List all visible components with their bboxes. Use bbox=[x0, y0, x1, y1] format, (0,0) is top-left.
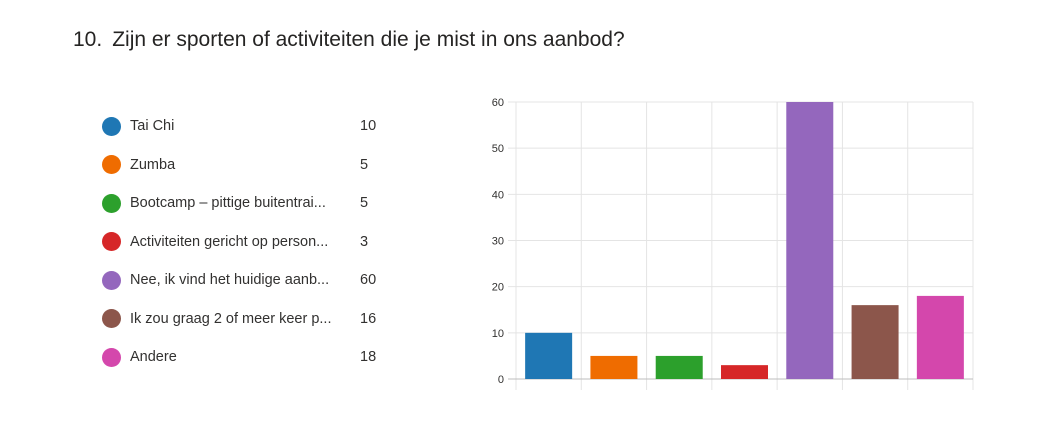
legend-dot bbox=[102, 193, 121, 213]
question-number: 10. bbox=[73, 28, 103, 51]
bar-chart: 0 10 20 30 40 50 60 bbox=[492, 97, 974, 390]
question-text: Zijn er sporten of activiteiten die je m… bbox=[112, 28, 625, 51]
bar bbox=[916, 295, 964, 379]
legend-label: Nee, ik vind het huidige aanb... bbox=[130, 272, 330, 289]
bar bbox=[721, 365, 768, 379]
legend-item[interactable]: Zumba 5 bbox=[102, 146, 392, 185]
legend-item[interactable]: Andere 18 bbox=[102, 338, 392, 377]
legend-item[interactable]: Tai Chi 10 bbox=[102, 107, 392, 146]
chart-legend: Tai Chi 10 Zumba 5 Bootcamp – pittige buiten… bbox=[102, 107, 392, 377]
y-tick-label: 60 bbox=[492, 97, 504, 109]
legend-count: 5 bbox=[360, 156, 369, 173]
legend-label: Bootcamp – pittige buitentrai... bbox=[130, 195, 326, 212]
y-tick-label: 0 bbox=[498, 374, 504, 386]
legend-dot bbox=[102, 347, 121, 367]
bar bbox=[655, 355, 703, 379]
legend-count: 60 bbox=[360, 272, 377, 289]
legend-label: Andere bbox=[130, 349, 177, 366]
y-tick-label: 10 bbox=[492, 328, 504, 340]
legend-item[interactable]: Ik zou graag 2 of meer keer p... 16 bbox=[102, 300, 392, 339]
legend-label: Activiteiten gericht op person... bbox=[130, 233, 329, 250]
legend-count: 5 bbox=[360, 195, 369, 212]
question-title: 10. Zijn er sporten of activiteiten die j… bbox=[73, 28, 625, 52]
legend-count: 3 bbox=[360, 233, 369, 250]
legend-count: 16 bbox=[360, 310, 377, 327]
legend-item[interactable]: Bootcamp – pittige buitentrai... 5 bbox=[102, 184, 392, 223]
legend-label: Tai Chi bbox=[130, 118, 175, 135]
y-tick-label: 50 bbox=[492, 143, 504, 155]
bar bbox=[851, 305, 899, 379]
legend-dot bbox=[102, 155, 121, 175]
legend-count: 18 bbox=[360, 349, 377, 366]
bar bbox=[525, 332, 573, 379]
legend-dot bbox=[102, 309, 121, 329]
y-tick-label: 40 bbox=[492, 189, 504, 201]
legend-label: Zumba bbox=[130, 156, 176, 173]
bar bbox=[590, 355, 638, 379]
legend-dot bbox=[102, 232, 121, 252]
legend-dot bbox=[102, 270, 121, 290]
y-tick-label: 20 bbox=[492, 282, 504, 294]
legend-count: 10 bbox=[360, 118, 377, 135]
legend-item[interactable]: Nee, ik vind het huidige aanb... 60 bbox=[102, 261, 392, 300]
y-tick-label: 30 bbox=[492, 236, 504, 248]
legend-label: Ik zou graag 2 of meer keer p... bbox=[130, 310, 332, 327]
bar bbox=[786, 102, 834, 379]
legend-dot bbox=[102, 116, 121, 136]
legend-item[interactable]: Activiteiten gericht op person... 3 bbox=[102, 223, 392, 262]
